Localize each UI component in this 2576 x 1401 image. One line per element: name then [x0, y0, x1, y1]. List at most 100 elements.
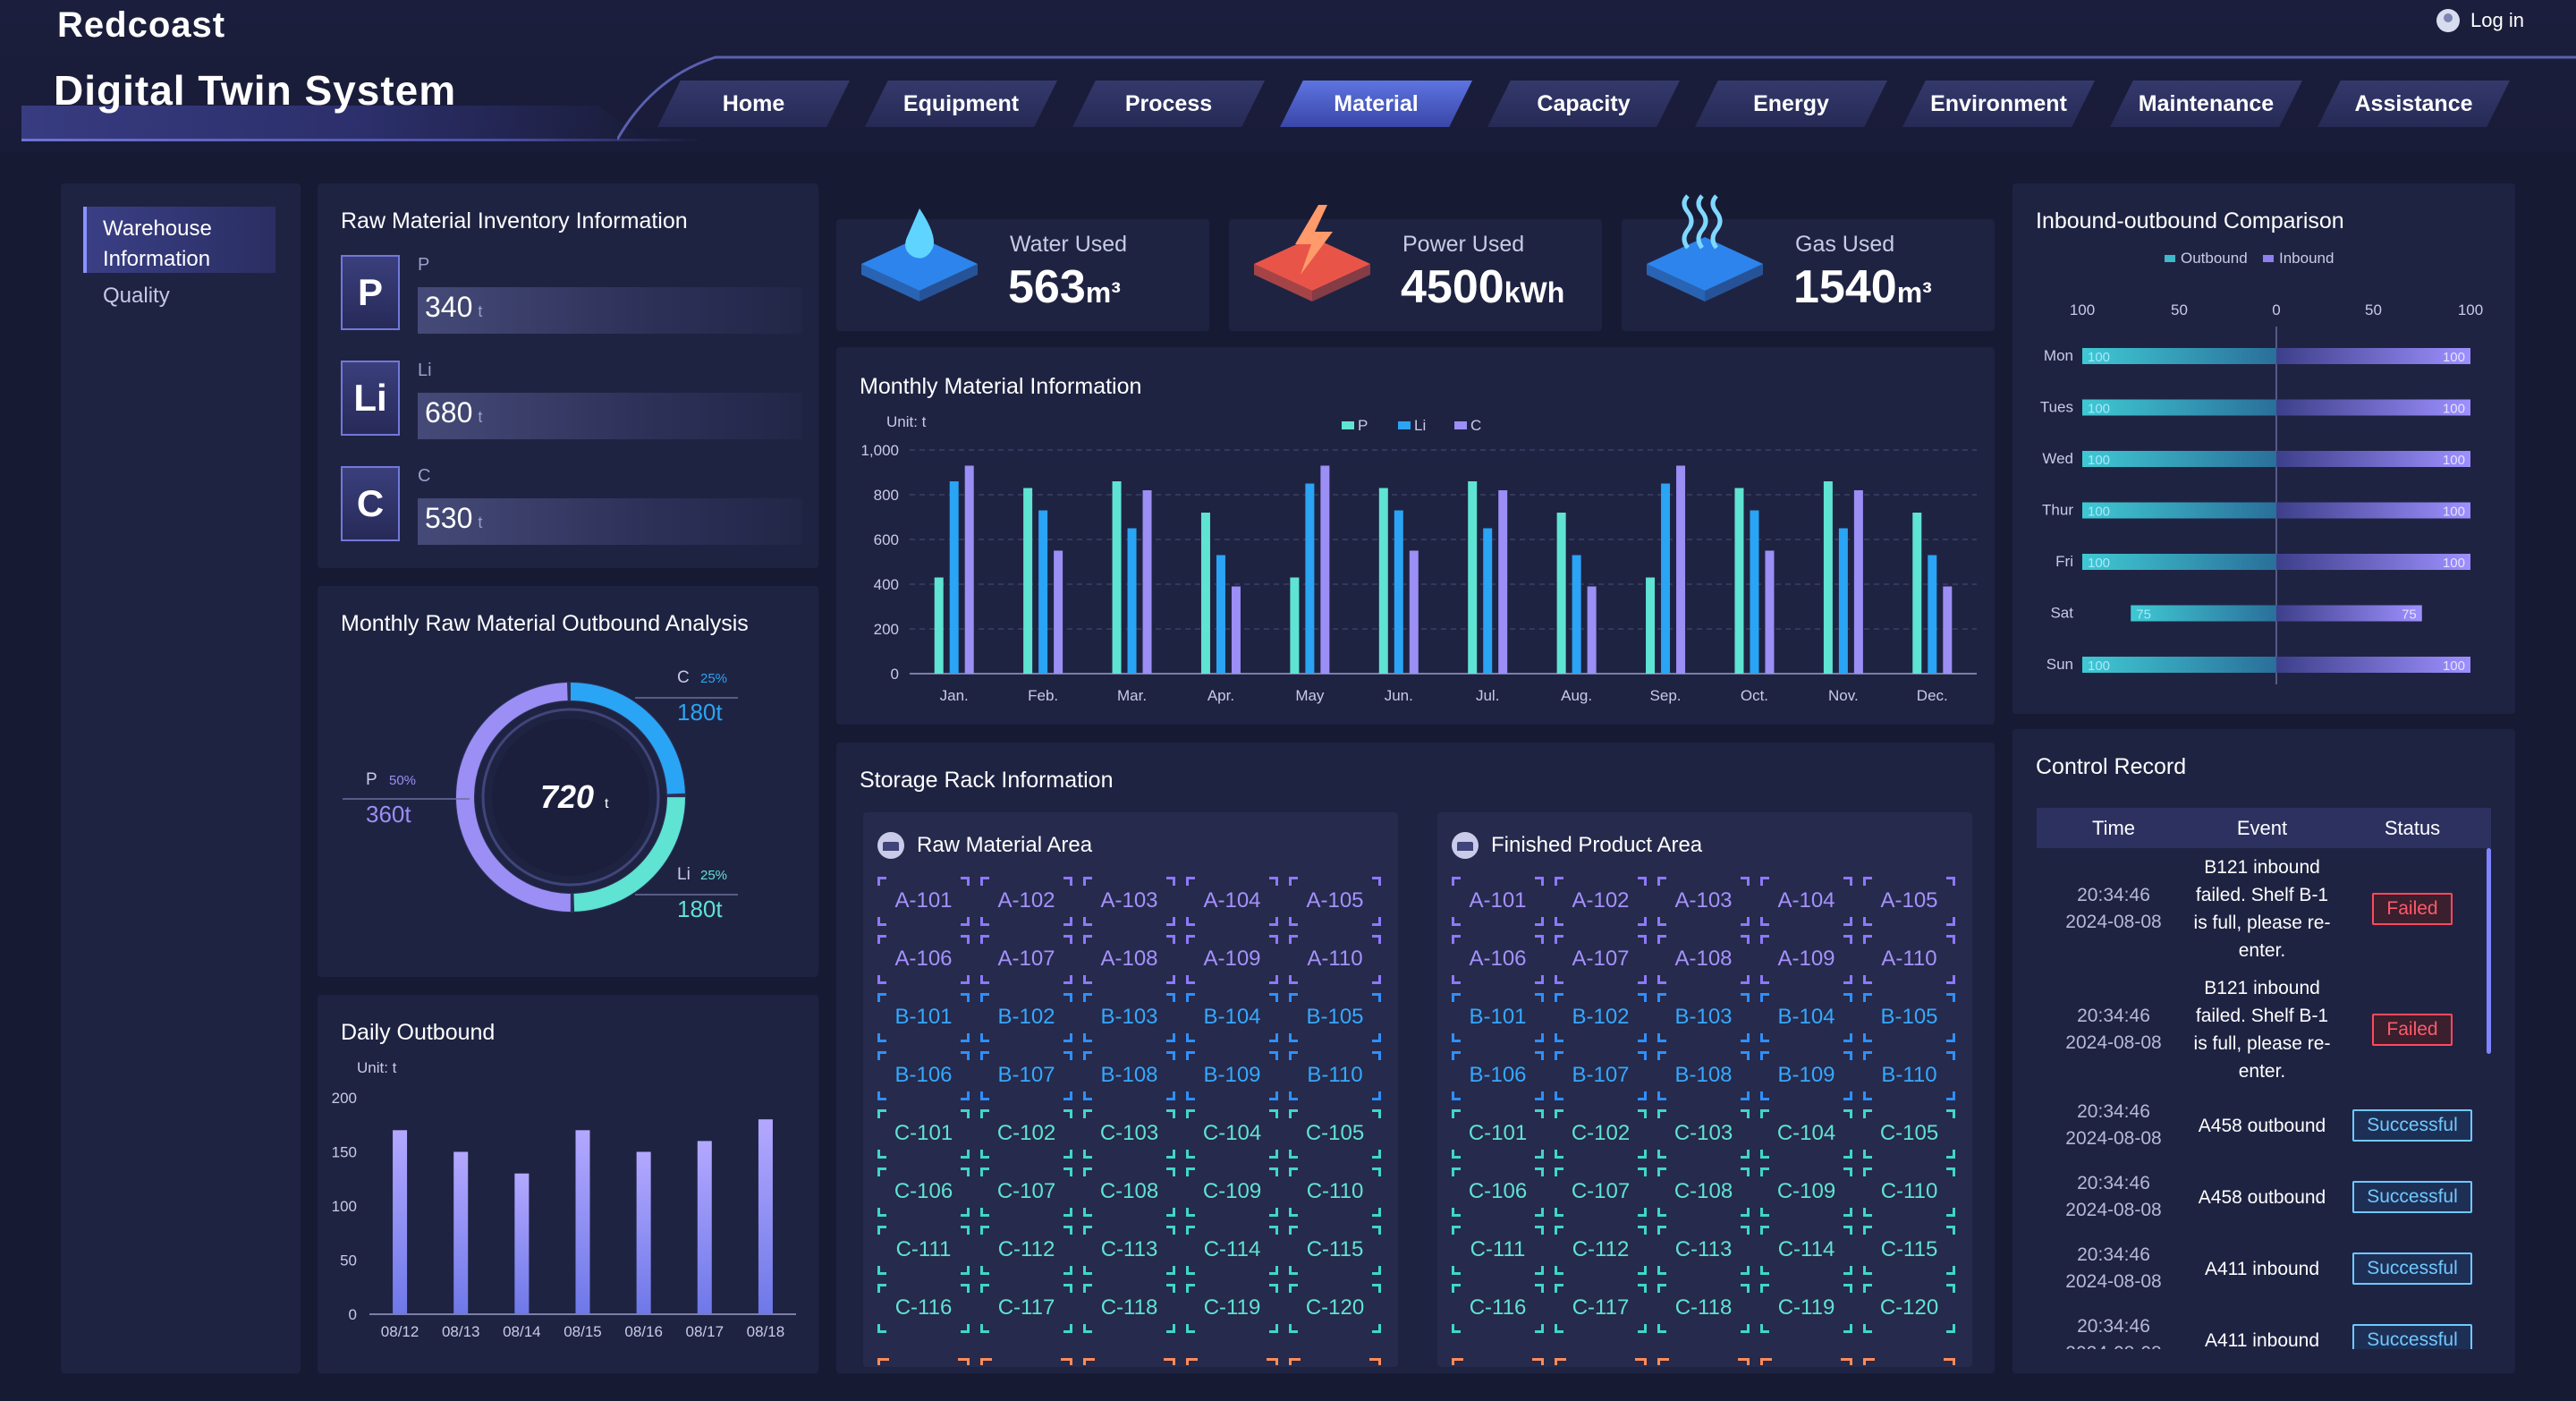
bar-c-oct[interactable]: [1765, 550, 1775, 675]
control-row[interactable]: 20:34:46 2024-08-08 B121 inbound failed. S…: [2037, 848, 2491, 969]
control-row[interactable]: 20:34:46 2024-08-08 B121 inbound failed. S…: [2037, 969, 2491, 1090]
bar-p-jun[interactable]: [1378, 488, 1388, 675]
bar-p-feb[interactable]: [1023, 488, 1033, 675]
control-row[interactable]: 20:34:46 2024-08-08 A411 inbound Successful: [2037, 1304, 2491, 1349]
bar-p-sep[interactable]: [1646, 577, 1656, 675]
bar-li-mar[interactable]: [1127, 528, 1137, 675]
control-row[interactable]: 20:34:46 2024-08-08 A411 inbound Successful: [2037, 1233, 2491, 1304]
tab-process[interactable]: Process: [1072, 81, 1265, 127]
rack-a-105[interactable]: A-105: [1289, 877, 1381, 926]
bar-p-dec[interactable]: [1912, 513, 1922, 674]
bar-c-nov[interactable]: [1853, 490, 1863, 674]
rack-a-107[interactable]: A-107: [980, 935, 1072, 984]
bar-c-dec[interactable]: [1943, 586, 1953, 675]
bar-c-aug[interactable]: [1587, 586, 1597, 675]
tab-capacity[interactable]: Capacity: [1487, 81, 1680, 127]
rack-b-109[interactable]: B-109: [1186, 1051, 1278, 1100]
rack-c-111[interactable]: C-111: [877, 1226, 970, 1275]
bar-08-14[interactable]: [514, 1173, 530, 1314]
rack-c-101[interactable]: C-101: [877, 1109, 970, 1159]
rack-c-118[interactable]: C-118: [1083, 1284, 1175, 1333]
bar-li-apr[interactable]: [1216, 555, 1225, 675]
rack-c-115[interactable]: C-115: [1863, 1226, 1955, 1275]
rack-c-118[interactable]: C-118: [1657, 1284, 1750, 1333]
rack-b-102[interactable]: B-102: [1555, 993, 1647, 1042]
bar-li-aug[interactable]: [1572, 555, 1581, 675]
bar-li-feb[interactable]: [1038, 510, 1048, 675]
rack-c-104[interactable]: C-104: [1760, 1109, 1852, 1159]
rack-a-106[interactable]: A-106: [877, 935, 970, 984]
rack-a-103[interactable]: A-103: [1083, 877, 1175, 926]
rack-b-102[interactable]: B-102: [980, 993, 1072, 1042]
rack-c-112[interactable]: C-112: [1555, 1226, 1647, 1275]
bar-p-jan[interactable]: [934, 577, 944, 675]
rack-b-103[interactable]: B-103: [1083, 993, 1175, 1042]
rack-a-110[interactable]: A-110: [1863, 935, 1955, 984]
bar-li-dec[interactable]: [1928, 555, 1937, 675]
rack-c-115[interactable]: C-115: [1289, 1226, 1381, 1275]
tab-environment[interactable]: Environment: [1902, 81, 2095, 127]
bar-p-oct[interactable]: [1734, 488, 1744, 675]
rack-c-101[interactable]: C-101: [1452, 1109, 1544, 1159]
outbound-bar-tues[interactable]: [2082, 399, 2276, 416]
rack-c-116[interactable]: C-116: [1452, 1284, 1544, 1333]
rack-b-106[interactable]: B-106: [877, 1051, 970, 1100]
rack-c-112[interactable]: C-112: [980, 1226, 1072, 1275]
rack-a-107[interactable]: A-107: [1555, 935, 1647, 984]
rack-a-108[interactable]: A-108: [1657, 935, 1750, 984]
bar-08-17[interactable]: [697, 1141, 712, 1314]
rack-c-106[interactable]: C-106: [877, 1168, 970, 1217]
rack-b-108[interactable]: B-108: [1083, 1051, 1175, 1100]
rack-c-106[interactable]: C-106: [1452, 1168, 1544, 1217]
legend-label-inbound[interactable]: Inbound: [2279, 250, 2334, 267]
rack-c-116[interactable]: C-116: [877, 1284, 970, 1333]
rack-a-106[interactable]: A-106: [1452, 935, 1544, 984]
bar-08-12[interactable]: [393, 1130, 408, 1314]
rack-a-104[interactable]: A-104: [1186, 877, 1278, 926]
inbound-bar-sun[interactable]: [2276, 657, 2470, 673]
outbound-bar-sat[interactable]: [2131, 605, 2276, 622]
bar-c-mar[interactable]: [1142, 490, 1152, 674]
rack-c-119[interactable]: C-119: [1186, 1284, 1278, 1333]
rack-c-114[interactable]: C-114: [1186, 1226, 1278, 1275]
bar-li-may[interactable]: [1305, 483, 1315, 675]
inbound-bar-fri[interactable]: [2276, 554, 2470, 570]
rack-b-104[interactable]: B-104: [1186, 993, 1278, 1042]
rack-a-108[interactable]: A-108: [1083, 935, 1175, 984]
rack-c-117[interactable]: C-117: [1555, 1284, 1647, 1333]
sidebar-item-quality[interactable]: Quality: [103, 284, 170, 308]
tab-home[interactable]: Home: [657, 81, 850, 127]
rack-b-107[interactable]: B-107: [1555, 1051, 1647, 1100]
inbound-bar-wed[interactable]: [2276, 451, 2470, 467]
legend-label-c[interactable]: C: [1470, 417, 1481, 434]
rack-c-111[interactable]: C-111: [1452, 1226, 1544, 1275]
rack-b-105[interactable]: B-105: [1863, 993, 1955, 1042]
login-button[interactable]: Log in: [2436, 9, 2524, 32]
rack-a-101[interactable]: A-101: [877, 877, 970, 926]
bar-li-jul[interactable]: [1483, 528, 1493, 675]
bar-c-apr[interactable]: [1231, 586, 1241, 675]
bar-c-feb[interactable]: [1054, 550, 1063, 675]
rack-c-113[interactable]: C-113: [1083, 1226, 1175, 1275]
rack-c-117[interactable]: C-117: [980, 1284, 1072, 1333]
donut-slice-c[interactable]: [456, 683, 685, 912]
bar-p-jul[interactable]: [1468, 481, 1478, 674]
rack-c-109[interactable]: C-109: [1760, 1168, 1852, 1217]
rack-a-102[interactable]: A-102: [1555, 877, 1647, 926]
rack-c-108[interactable]: C-108: [1083, 1168, 1175, 1217]
donut-slice-p[interactable]: [456, 683, 685, 912]
rack-b-105[interactable]: B-105: [1289, 993, 1381, 1042]
bar-08-18[interactable]: [758, 1119, 773, 1314]
rack-b-110[interactable]: B-110: [1863, 1051, 1955, 1100]
rack-c-120[interactable]: C-120: [1863, 1284, 1955, 1333]
outbound-bar-thur[interactable]: [2082, 502, 2276, 519]
rack-c-107[interactable]: C-107: [980, 1168, 1072, 1217]
inbound-bar-tues[interactable]: [2276, 399, 2470, 416]
control-row[interactable]: 20:34:46 2024-08-08 A458 outbound Successfu…: [2037, 1090, 2491, 1161]
rack-c-107[interactable]: C-107: [1555, 1168, 1647, 1217]
rack-b-106[interactable]: B-106: [1452, 1051, 1544, 1100]
rack-a-103[interactable]: A-103: [1657, 877, 1750, 926]
rack-b-108[interactable]: B-108: [1657, 1051, 1750, 1100]
rack-b-103[interactable]: B-103: [1657, 993, 1750, 1042]
rack-c-105[interactable]: C-105: [1289, 1109, 1381, 1159]
